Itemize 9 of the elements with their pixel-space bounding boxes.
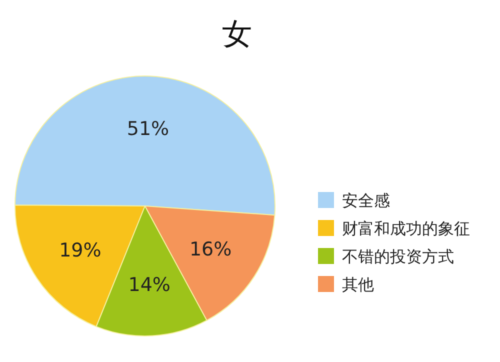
data-label: 19% bbox=[59, 239, 102, 262]
data-label: 14% bbox=[128, 274, 170, 296]
legend-label: 其他 bbox=[342, 275, 374, 294]
data-label: 16% bbox=[189, 238, 232, 260]
chart-title: 女 bbox=[222, 17, 252, 52]
legend-label: 财富和成功的象征 bbox=[342, 219, 470, 238]
legend-label: 不错的投资方式 bbox=[342, 247, 454, 266]
legend-label: 安全感 bbox=[342, 191, 390, 210]
data-label: 51% bbox=[126, 118, 170, 140]
